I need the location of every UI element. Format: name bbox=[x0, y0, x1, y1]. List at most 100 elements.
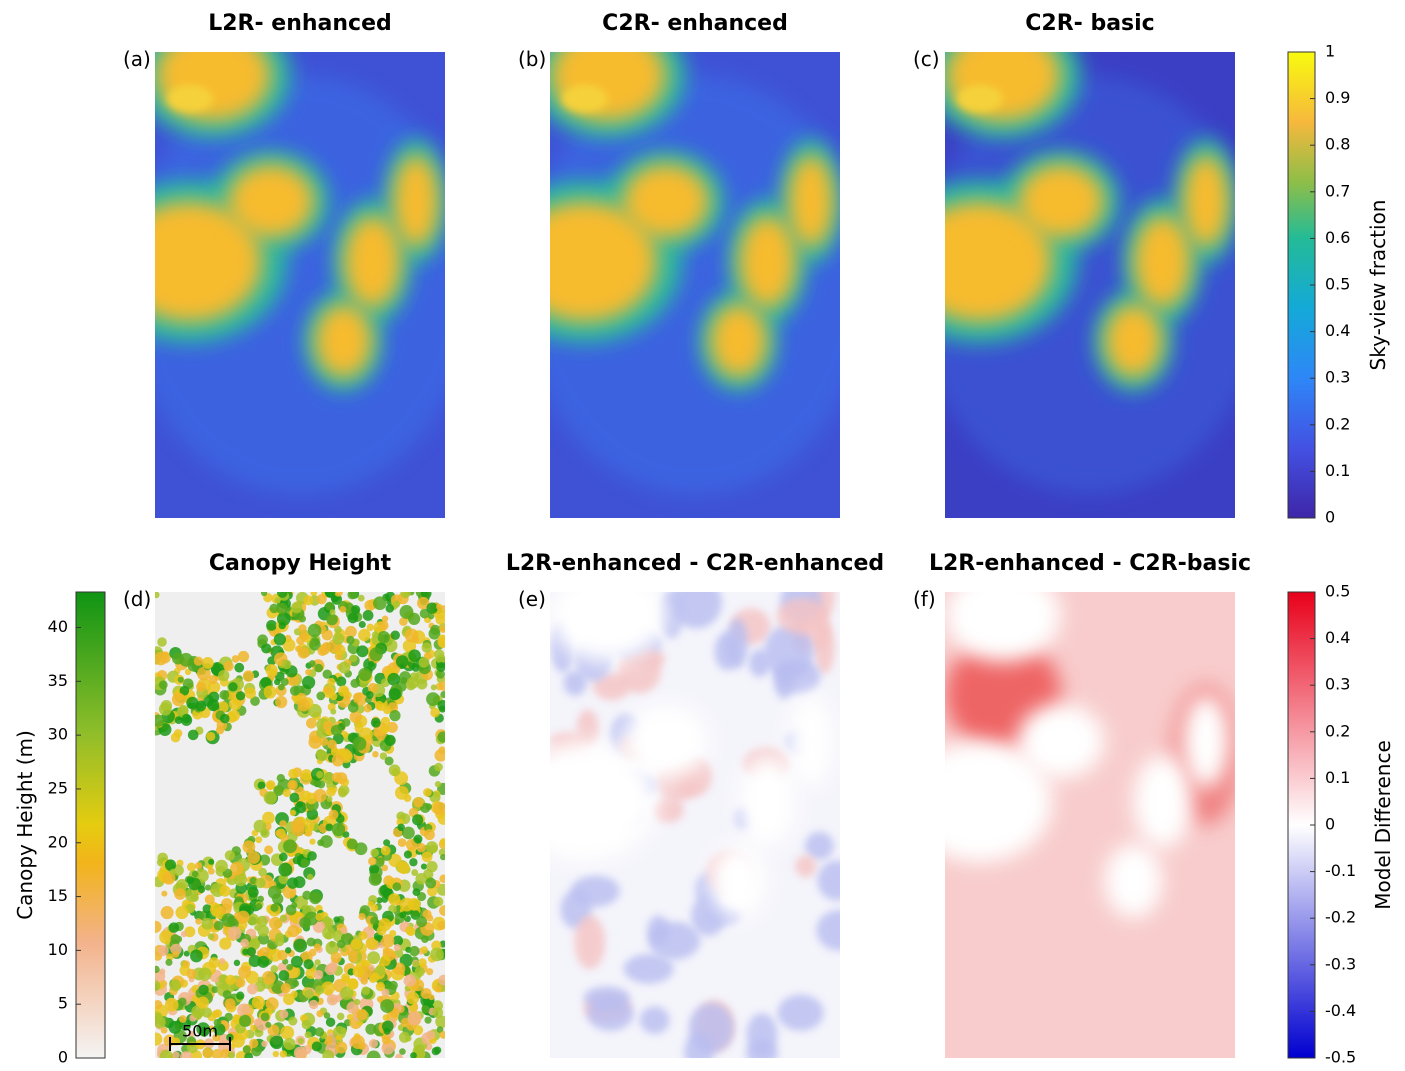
canopy-pixel bbox=[404, 850, 412, 858]
canopy-pixel bbox=[279, 1010, 288, 1019]
canopy-pixel bbox=[159, 969, 165, 975]
colorbar-tick-label: 30 bbox=[48, 725, 68, 744]
map-panel bbox=[907, 569, 1240, 1058]
canopy-pixel bbox=[413, 797, 423, 807]
canopy-pixel bbox=[416, 843, 426, 853]
canopy-pixel bbox=[276, 603, 287, 614]
map-feature bbox=[1018, 164, 1105, 239]
canopy-pixel bbox=[299, 917, 311, 929]
canopy-pixel bbox=[327, 678, 335, 686]
canopy-pixel bbox=[364, 704, 372, 712]
map-feature bbox=[1183, 155, 1229, 248]
canopy-pixel bbox=[168, 1021, 181, 1034]
canopy-pixel bbox=[437, 921, 446, 930]
canopy-pixel bbox=[283, 839, 297, 853]
canopy-pixel bbox=[198, 985, 208, 995]
canopy-pixel bbox=[188, 877, 201, 890]
canopy-pixel bbox=[387, 673, 400, 686]
map-feature bbox=[739, 755, 797, 848]
canopy-pixel bbox=[293, 939, 307, 953]
canopy-pixel bbox=[382, 1036, 391, 1045]
canopy-pixel bbox=[421, 935, 429, 943]
canopy-pixel bbox=[332, 772, 342, 782]
colorbar-tick-label: 0.2 bbox=[1325, 721, 1350, 740]
map-feature bbox=[816, 910, 861, 951]
canopy-pixel bbox=[419, 657, 430, 668]
canopy-pixel bbox=[205, 894, 215, 904]
canopy-pixel bbox=[265, 1022, 271, 1028]
colorbar-tick-label: 0.5 bbox=[1325, 275, 1350, 294]
canopy-pixel bbox=[240, 939, 249, 948]
canopy-pixel bbox=[304, 989, 314, 999]
canopy-pixel bbox=[331, 952, 342, 963]
map-feature bbox=[777, 598, 827, 634]
canopy-pixel bbox=[239, 1015, 251, 1027]
canopy-pixel bbox=[332, 633, 344, 645]
canopy-pixel bbox=[225, 975, 235, 985]
canopy-pixel bbox=[370, 917, 378, 925]
colorbar-label: Model Difference bbox=[1371, 740, 1395, 910]
map bbox=[92, 12, 474, 518]
colorbar-tick-label: 0.1 bbox=[1325, 768, 1350, 787]
canopy-pixel bbox=[317, 780, 325, 788]
canopy-pixel bbox=[372, 751, 378, 757]
canopy-pixel bbox=[153, 1013, 163, 1023]
colorbar-tick-label: 0.6 bbox=[1325, 228, 1350, 247]
canopy-pixel bbox=[157, 637, 167, 647]
map-feature bbox=[648, 915, 669, 944]
canopy-pixel bbox=[198, 967, 211, 980]
map-feature bbox=[945, 569, 1061, 662]
panel-title: L2R-enhanced - C2R-enhanced bbox=[506, 551, 884, 576]
canopy-pixel bbox=[292, 980, 299, 987]
map-feature bbox=[805, 832, 834, 860]
canopy-pixel bbox=[219, 885, 230, 896]
canopy-pixel bbox=[161, 891, 167, 897]
canopy-pixel bbox=[355, 842, 368, 855]
map-panel bbox=[92, 12, 474, 518]
canopy-pixel bbox=[277, 587, 287, 597]
canopy-pixel bbox=[153, 1000, 162, 1009]
canopy-pixel bbox=[316, 594, 326, 604]
canopy-pixel bbox=[356, 1009, 367, 1020]
canopy-pixel bbox=[260, 829, 269, 838]
canopy-pixel bbox=[194, 656, 203, 665]
canopy-pixel bbox=[349, 954, 358, 963]
canopy-pixel bbox=[257, 925, 269, 937]
panel-label: (a) bbox=[123, 47, 151, 71]
canopy-pixel bbox=[435, 781, 441, 787]
canopy-pixel bbox=[358, 629, 370, 641]
canopy-pixel bbox=[368, 857, 377, 866]
canopy-pixel bbox=[405, 926, 414, 935]
canopy-pixel bbox=[234, 960, 240, 966]
canopy-pixel bbox=[432, 1047, 440, 1055]
canopy-pixel bbox=[389, 930, 396, 937]
canopy-pixel bbox=[336, 1035, 342, 1041]
map-feature bbox=[1134, 215, 1192, 308]
map-feature bbox=[1134, 755, 1192, 848]
map-feature bbox=[228, 164, 315, 239]
canopy-pixel bbox=[291, 956, 303, 968]
canopy-pixel bbox=[359, 1043, 366, 1050]
canopy-pixel bbox=[188, 730, 199, 741]
canopy-pixel bbox=[223, 661, 233, 671]
colorbar-tick-label: -0.4 bbox=[1325, 1001, 1356, 1020]
canopy-pixel bbox=[347, 590, 356, 599]
canopy-pixel bbox=[298, 1038, 304, 1044]
canopy-pixel bbox=[261, 1041, 267, 1047]
canopy-pixel bbox=[308, 735, 321, 748]
canopy-pixel bbox=[152, 966, 159, 973]
canopy-pixel bbox=[367, 1051, 381, 1065]
canopy-pixel bbox=[309, 660, 316, 667]
canopy-pixel bbox=[406, 992, 419, 1005]
map-feature bbox=[574, 915, 605, 969]
canopy-pixel bbox=[190, 950, 203, 963]
canopy-pixel bbox=[279, 622, 286, 629]
map-feature bbox=[1018, 704, 1105, 779]
canopy-pixel bbox=[197, 997, 209, 1009]
map-feature bbox=[739, 215, 797, 308]
canopy-pixel bbox=[430, 708, 440, 718]
canopy-pixel bbox=[335, 1041, 347, 1053]
canopy-pixel bbox=[290, 810, 296, 816]
canopy-pixel bbox=[353, 693, 362, 702]
canopy-pixel bbox=[424, 1017, 431, 1024]
